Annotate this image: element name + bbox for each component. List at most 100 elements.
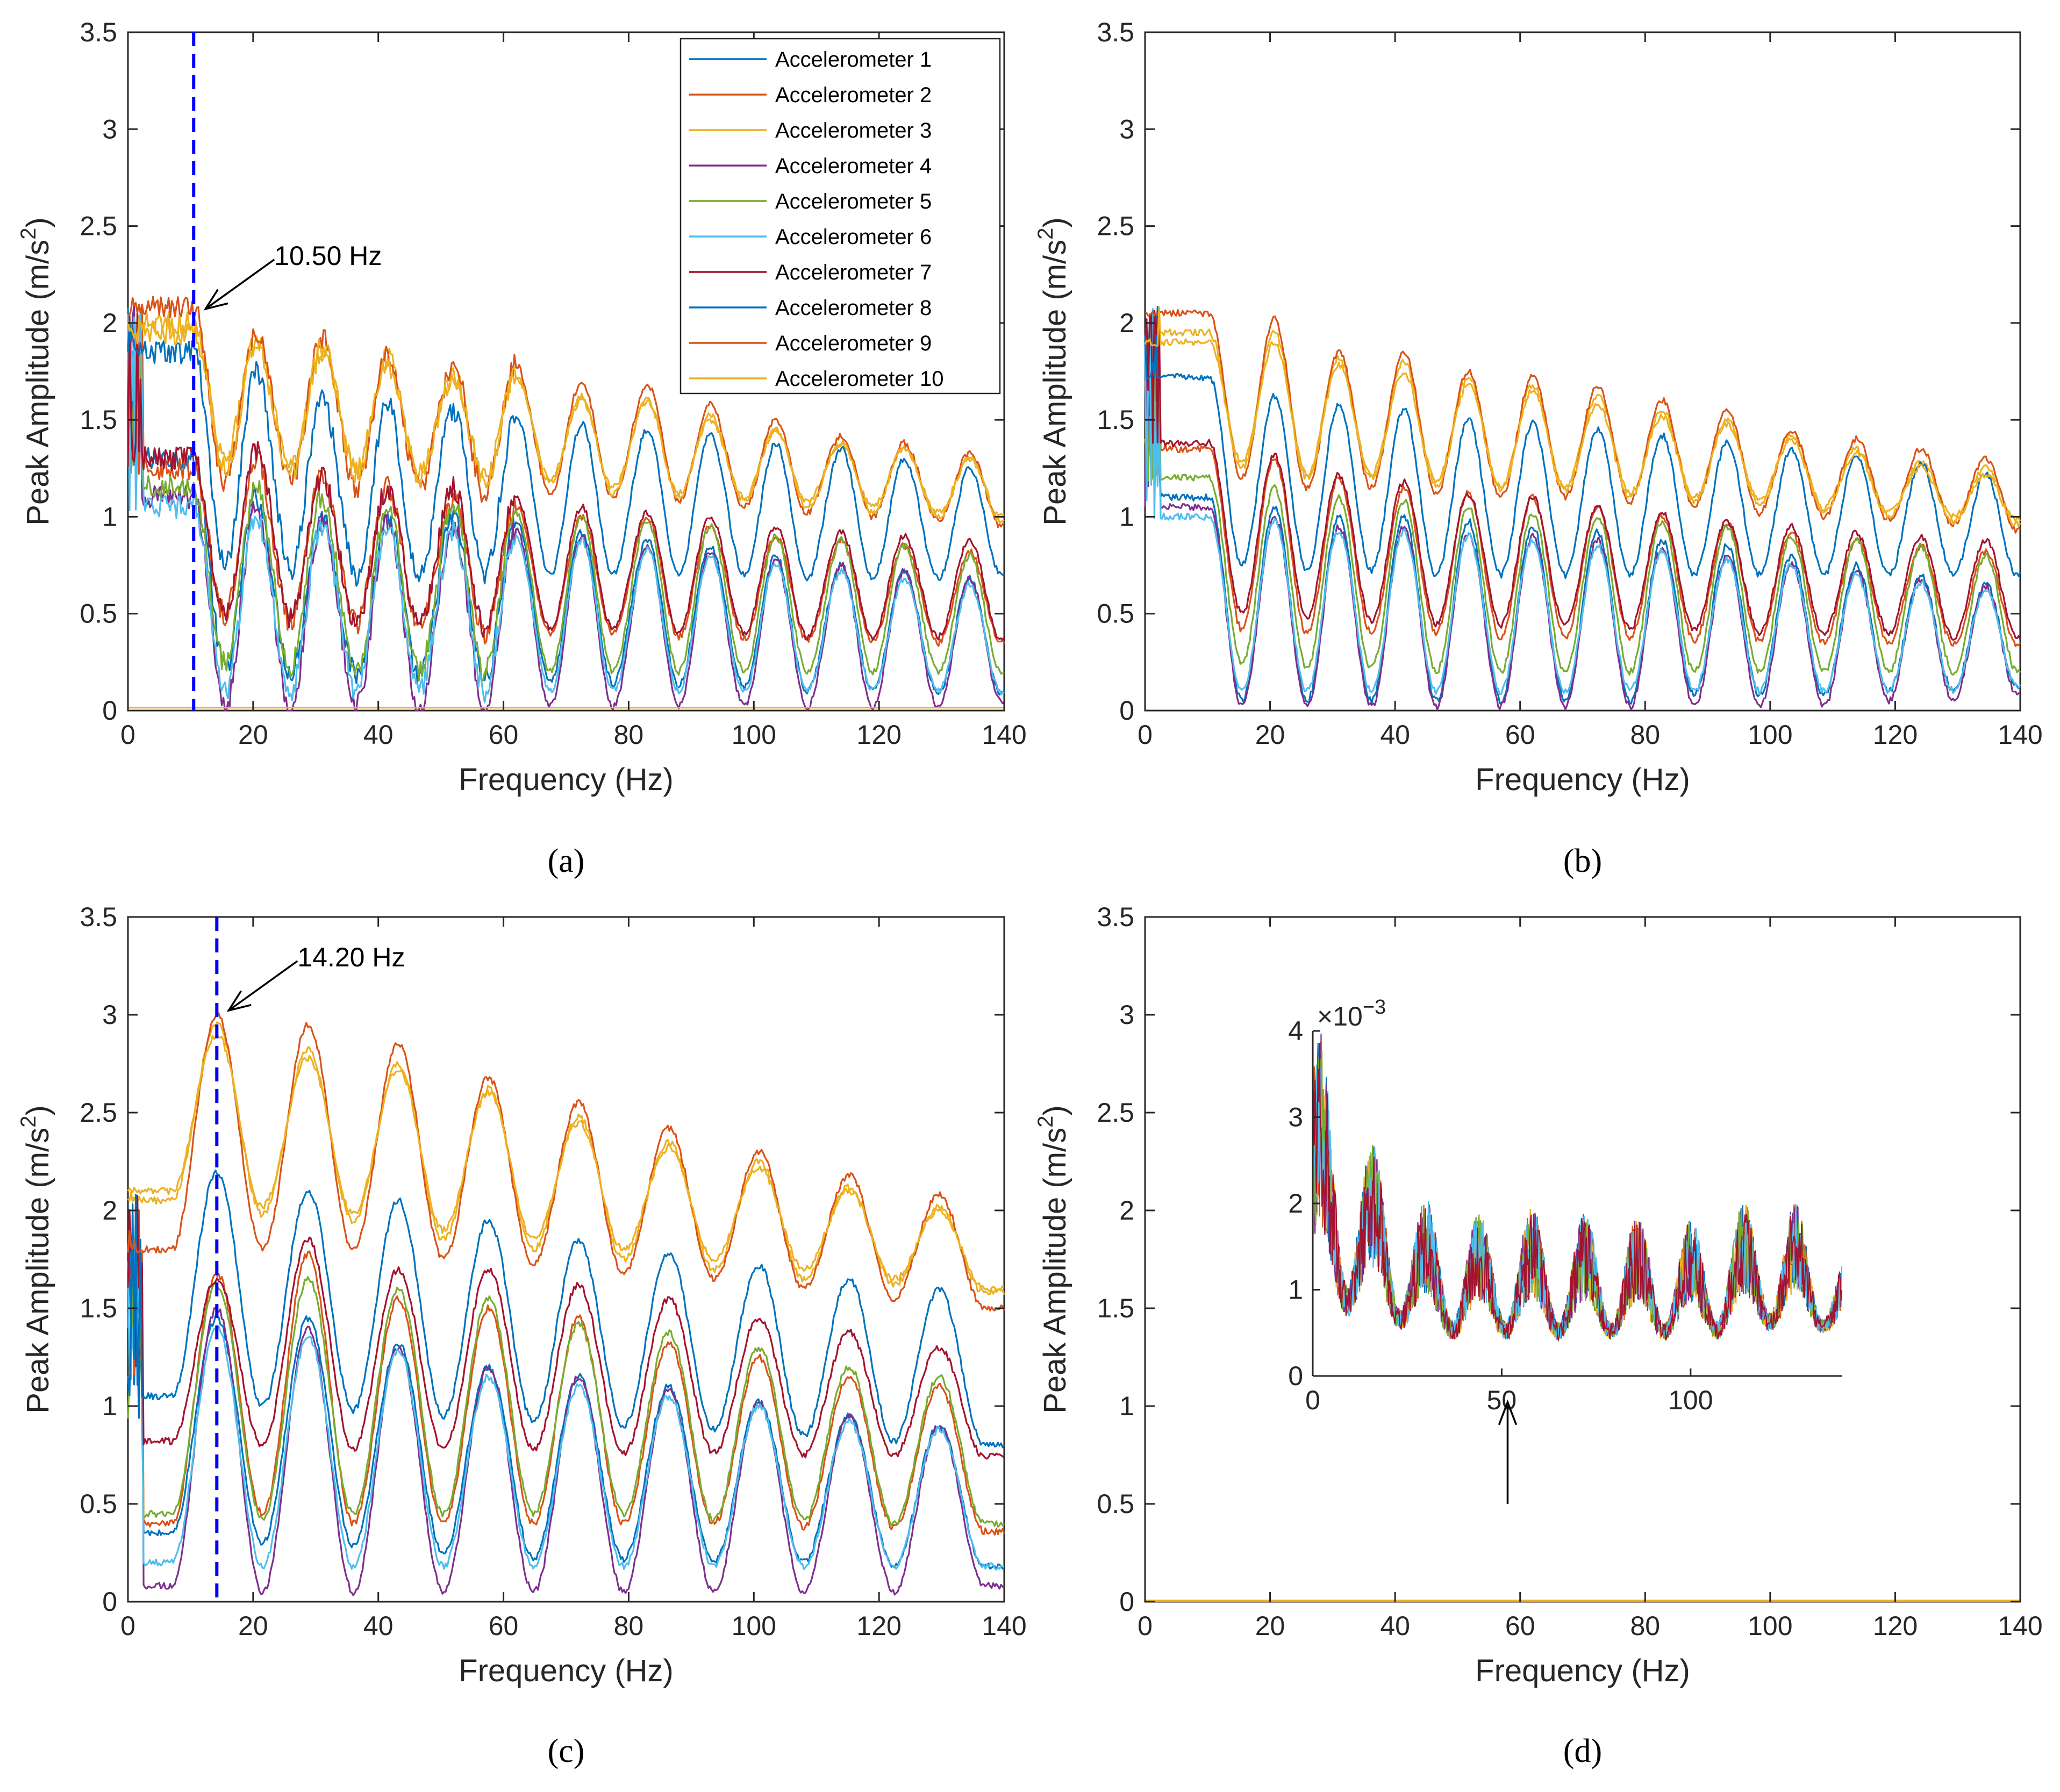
x-tick-label: 100 (732, 720, 776, 750)
y-tick-label: 3.5 (80, 902, 117, 932)
y-axis-label-close: ) (20, 217, 55, 227)
inset-series-line-7 (1312, 1043, 1843, 1342)
y-tick-label: 0.5 (1097, 1489, 1134, 1519)
series-line-9 (127, 1012, 1005, 1312)
series-line-6 (127, 1205, 1005, 1571)
y-tick-label: 0 (1119, 696, 1134, 726)
inset-y-tick-label: 1 (1288, 1275, 1303, 1305)
panel-c: 0 20 40 60 80 100 120 140 0 0.5 1 1.5 2 2.5 3 3.5 Freque… (17, 902, 1027, 1769)
x-tick-label: 80 (1630, 720, 1660, 750)
x-tick-label: 120 (856, 1611, 901, 1641)
x-tick-label: 140 (1998, 720, 2042, 750)
series-line-5 (127, 1196, 1005, 1528)
x-axis-label: Frequency (Hz) (459, 1653, 674, 1688)
series-line-2 (127, 306, 1005, 647)
inset-scale-exponent: −3 (1363, 996, 1386, 1019)
x-tick-label: 0 (1138, 720, 1153, 750)
series-line-9 (1145, 309, 2021, 534)
y-tick-label: 2 (1119, 308, 1134, 338)
series-line-8 (1144, 334, 2021, 579)
subfigure-label: (d) (1563, 1733, 1602, 1769)
x-tick-label: 140 (982, 720, 1026, 750)
subfigure-label: (c) (548, 1733, 585, 1769)
x-tick-label: 0 (120, 720, 135, 750)
y-tick-label: 2.5 (80, 1098, 117, 1128)
x-tick-label: 40 (363, 720, 394, 750)
x-tick-label: 40 (363, 1611, 394, 1641)
annotation-label: 10.50 Hz (274, 241, 382, 271)
x-axis-label: Frequency (Hz) (1475, 762, 1690, 797)
x-tick-label: 120 (1873, 1611, 1918, 1641)
y-tick-label: 0.5 (1097, 599, 1134, 629)
legend-entry: Accelerometer 2 (775, 83, 932, 107)
y-axis-label-sup: 2 (17, 1116, 40, 1128)
x-tick-label: 80 (614, 1611, 644, 1641)
y-tick-label: 1.5 (80, 1293, 117, 1323)
x-tick-label: 60 (1505, 720, 1535, 750)
y-axis-label: Peak Amplitude (m/s2) (1034, 1105, 1072, 1413)
y-tick-label: 3.5 (1097, 17, 1134, 47)
y-axis-label-close: ) (20, 1105, 55, 1115)
y-tick-label: 1 (102, 501, 117, 532)
y-tick-label: 2 (102, 1195, 117, 1225)
legend-entry: Accelerometer 10 (775, 367, 943, 391)
x-tick-label: 40 (1380, 1611, 1410, 1641)
y-axis-label-close: ) (1038, 1105, 1072, 1115)
x-tick-label: 60 (1505, 1611, 1535, 1641)
x-tick-label: 140 (1998, 1611, 2042, 1641)
y-tick-label: 2.5 (80, 211, 117, 241)
subfigure-label: (a) (548, 843, 585, 879)
inset-scale-factor: ×10−3 (1317, 996, 1386, 1031)
legend-entry: Accelerometer 3 (775, 119, 932, 142)
y-tick-label: 3.5 (80, 17, 117, 47)
series-line-8 (127, 320, 1005, 587)
inset-x-tick-label: 0 (1305, 1385, 1320, 1415)
y-tick-label: 2.5 (1097, 211, 1134, 241)
y-tick-label: 1 (1119, 1391, 1134, 1421)
series-line-7 (127, 312, 1005, 641)
panel-a: 0 20 40 60 80 100 120 140 0 0.5 1 1.5 2 2.5 3 3.5 Freque… (17, 17, 1027, 879)
legend-box (679, 38, 1001, 395)
legend-entry: Accelerometer 5 (775, 190, 932, 213)
x-tick-label: 140 (982, 1611, 1026, 1641)
y-tick-label: 2 (102, 308, 117, 338)
y-axis-label-sup: 2 (1034, 228, 1057, 240)
x-tick-label: 100 (732, 1611, 776, 1641)
inset-y-tick-label: 0 (1288, 1361, 1303, 1391)
inset-arrow-head (1498, 1399, 1518, 1425)
subfigure-label: (b) (1563, 843, 1602, 879)
x-tick-label: 80 (1630, 1611, 1660, 1641)
legend-entry: Accelerometer 6 (775, 225, 932, 249)
y-axis-label-main: Peak Amplitude (m/s (1038, 240, 1072, 526)
x-tick-label: 20 (238, 720, 268, 750)
y-tick-label: 3 (1119, 114, 1134, 144)
plot-area (127, 916, 1005, 1603)
series-line-7 (1144, 310, 2021, 641)
y-tick-label: 2 (1119, 1195, 1134, 1225)
series-line-5 (127, 336, 1005, 682)
y-tick-label: 2.5 (1097, 1098, 1134, 1128)
series-line-10 (127, 319, 1005, 524)
y-tick-label: 0.5 (80, 1489, 117, 1519)
series-line-5 (1144, 368, 2021, 676)
x-tick-label: 60 (489, 720, 519, 750)
y-tick-label: 1 (102, 1391, 117, 1421)
series-line-10 (1144, 306, 2021, 528)
annotation-label: 14.20 Hz (297, 942, 405, 972)
series-line-10 (127, 1034, 1005, 1293)
legend-entry: Accelerometer 4 (775, 154, 932, 178)
legend-entry: Accelerometer 7 (775, 261, 932, 284)
y-tick-label: 3 (102, 1000, 117, 1030)
y-axis-label: Peak Amplitude (m/s2) (17, 217, 55, 525)
y-tick-label: 3 (102, 114, 117, 144)
y-tick-label: 0 (102, 696, 117, 726)
panel-d: 0 20 40 60 80 100 120 14000.511.522.533.5Freque… (1034, 902, 2043, 1769)
y-tick-label: 3.5 (1097, 902, 1134, 932)
inset-y-tick-label: 4 (1288, 1016, 1303, 1046)
annotation-arrow-line (205, 259, 275, 310)
annotation-arrow-head (203, 289, 228, 311)
y-tick-label: 0 (102, 1587, 117, 1617)
inset-x-tick-label: 100 (1668, 1385, 1713, 1415)
